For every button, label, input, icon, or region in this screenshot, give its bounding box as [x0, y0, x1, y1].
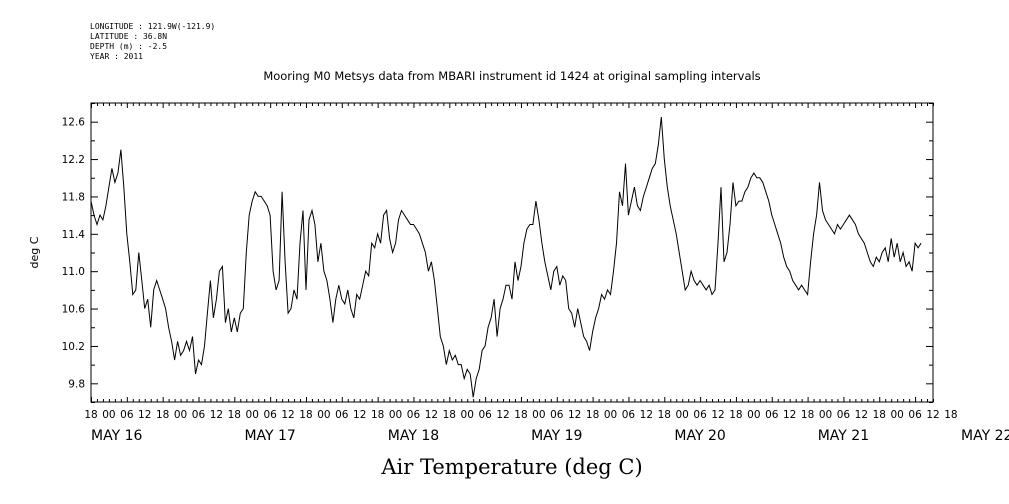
- plot-frame: [90, 102, 934, 403]
- x-hour-label: 18: [586, 409, 599, 421]
- x-hour-label: 12: [138, 409, 151, 421]
- x-hour-label: 00: [819, 409, 832, 421]
- x-date-label: MAY 18: [388, 428, 439, 444]
- x-hour-label: 18: [514, 409, 527, 421]
- x-hour-label: 00: [604, 409, 617, 421]
- x-axis-caption: Air Temperature (deg C): [380, 455, 642, 479]
- x-hour-label: 12: [855, 409, 868, 421]
- x-hour-label: 06: [192, 409, 206, 421]
- x-hour-label: 18: [658, 409, 671, 421]
- x-hour-label: 18: [371, 409, 384, 421]
- x-hour-label: 12: [711, 409, 724, 421]
- x-hour-label: 18: [156, 409, 169, 421]
- x-hour-label: 00: [317, 409, 330, 421]
- longitude-text: LONGITUDE : 121.9W(-121.9): [90, 22, 216, 31]
- x-hour-label: 00: [102, 409, 115, 421]
- x-hour-label: 06: [837, 409, 851, 421]
- x-hour-label: 00: [532, 409, 545, 421]
- x-hour-label: 18: [443, 409, 456, 421]
- x-hour-label: 00: [676, 409, 689, 421]
- tick-labels: 9.8 10.2 10.6 11.0 11.4 11.8 12.2 12.6 18 00 06 12 1…: [62, 117, 1009, 444]
- metadata-block: LONGITUDE : 121.9W(-121.9) LATITUDE : 36…: [90, 22, 215, 62]
- x-hour-label: 12: [640, 409, 653, 421]
- x-date-label: MAY 16: [91, 428, 142, 444]
- x-hour-label: 12: [926, 409, 939, 421]
- year-text: YEAR : 2011: [90, 52, 143, 61]
- x-hour-label: 18: [299, 409, 312, 421]
- x-hour-label: 12: [210, 409, 223, 421]
- x-hour-label: 06: [693, 409, 707, 421]
- y-tick-label: 10.6: [62, 304, 86, 316]
- x-hour-label: 00: [890, 409, 903, 421]
- x-hour-label: 06: [335, 409, 349, 421]
- air-temperature-series-line: [90, 116, 922, 398]
- x-hour-label: 06: [765, 409, 779, 421]
- x-hour-label: 00: [461, 409, 474, 421]
- x-hour-label: 00: [246, 409, 259, 421]
- x-hour-label: 18: [729, 409, 742, 421]
- x-hour-label: 12: [281, 409, 294, 421]
- x-date-label: MAY 21: [818, 428, 869, 444]
- x-date-label: MAY 19: [531, 428, 582, 444]
- x-hour-label: 06: [908, 409, 922, 421]
- x-hour-label: 18: [801, 409, 814, 421]
- y-tick-label: 9.8: [68, 378, 85, 390]
- x-hour-label: 18: [228, 409, 241, 421]
- y-axis-label: deg C: [28, 236, 41, 268]
- x-hour-label: 12: [496, 409, 509, 421]
- x-hour-label: 12: [568, 409, 581, 421]
- chart-title: Mooring M0 Metsys data from MBARI instru…: [263, 69, 760, 83]
- x-date-label: MAY 17: [244, 428, 295, 444]
- latitude-text: LATITUDE : 36.8N: [90, 32, 168, 41]
- x-date-label: MAY 22: [961, 428, 1009, 444]
- depth-text: DEPTH (m) : -2.5: [90, 42, 168, 51]
- x-hour-label: 00: [389, 409, 402, 421]
- y-tick-label: 12.6: [62, 117, 86, 129]
- x-hour-label: 06: [263, 409, 277, 421]
- y-tick-label: 10.2: [62, 341, 85, 353]
- y-tick-label: 11.8: [62, 191, 85, 203]
- y-tick-label: 12.2: [62, 154, 85, 166]
- y-tick-label: 11.4: [62, 229, 86, 241]
- x-hour-label: 18: [873, 409, 886, 421]
- x-hour-label: 18: [944, 409, 957, 421]
- x-hour-label: 12: [353, 409, 366, 421]
- x-hour-label: 18: [84, 409, 97, 421]
- x-hour-label: 00: [174, 409, 187, 421]
- x-date-label: MAY 20: [674, 428, 725, 444]
- x-hour-label: 06: [478, 409, 492, 421]
- x-hour-label: 06: [407, 409, 421, 421]
- x-hour-label: 06: [550, 409, 564, 421]
- x-hour-label: 00: [747, 409, 760, 421]
- y-tick-label: 11.0: [62, 266, 85, 278]
- tick-marks: [91, 103, 934, 403]
- x-hour-label: 12: [425, 409, 438, 421]
- x-hour-label: 06: [622, 409, 636, 421]
- x-hour-label: 06: [120, 409, 134, 421]
- x-hour-label: 12: [783, 409, 796, 421]
